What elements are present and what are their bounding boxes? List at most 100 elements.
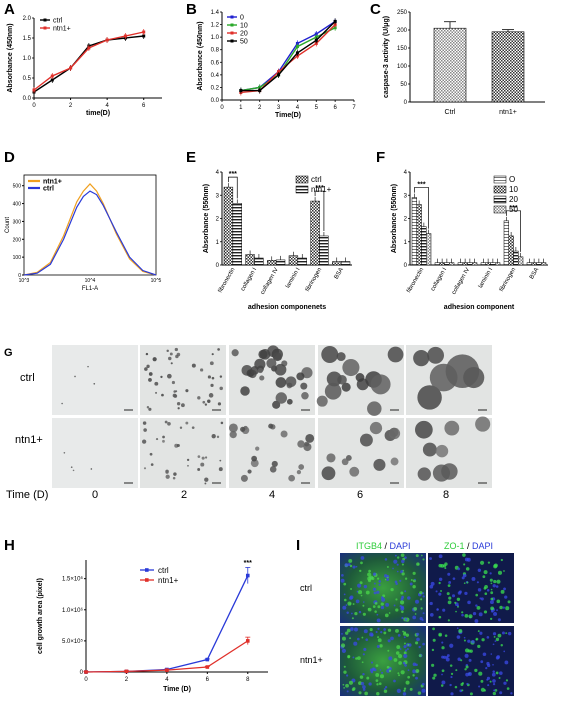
e-legend-swatch <box>295 175 309 184</box>
i-stain-dot <box>480 679 484 683</box>
i-stain-dot <box>466 682 469 686</box>
i-stain-dot <box>377 605 381 609</box>
d-legend-label: ntn1+ <box>43 179 62 186</box>
i-stain-dot <box>362 672 365 676</box>
a-x-tick-label: 2 <box>69 103 73 109</box>
i-stain-dot <box>493 564 498 569</box>
b-data-point <box>295 41 299 45</box>
g-cell-cluster <box>166 349 169 353</box>
h-data-point <box>205 665 210 669</box>
h-y-tick-label: 1.5×10⁶ <box>62 576 84 583</box>
i-stain-dot <box>348 680 353 685</box>
a-y-axis-label: Absorbance (450nm) <box>7 23 14 92</box>
g-cell-cluster <box>370 374 391 395</box>
g-cell-cluster <box>63 451 66 454</box>
i-col1-header: ITGB4 / DAPI <box>356 541 411 551</box>
i-stain-dot <box>474 668 478 673</box>
g-cell-cluster <box>390 457 399 466</box>
e-legend-swatch <box>295 185 309 194</box>
i-row-label-ntn1: ntn1+ <box>300 655 323 665</box>
i-stain-dot <box>477 630 480 632</box>
e-bar-1-0 <box>245 254 255 266</box>
i-stain-dot <box>386 578 390 581</box>
g-cell-cluster <box>321 345 339 363</box>
b-y-tick-label: 0.0 <box>211 98 220 104</box>
i-stain-dot <box>399 579 402 582</box>
chart-d: 0 100 200 300 400 500 10^3 10^4 10^5 FL1-A Count nt… <box>5 174 162 292</box>
i-stain-dot <box>354 612 358 616</box>
g-cell-cluster <box>204 403 208 406</box>
h-x-tick-label: 8 <box>246 677 250 683</box>
d-plot-frame <box>23 174 157 276</box>
i-stain-dot <box>343 598 347 602</box>
g-cell-cluster <box>296 469 302 475</box>
i-stain-dot <box>374 610 377 613</box>
i-stain-dot <box>500 643 503 647</box>
i-stain-dot <box>504 660 509 665</box>
i-stain-dot <box>457 657 461 661</box>
i-stain-dot <box>465 665 469 669</box>
g-cell-cluster <box>162 435 165 439</box>
f-y-axis-label: Absorbance (550nm) <box>391 184 398 253</box>
i-stain-dot <box>380 596 384 599</box>
i-stain-dot <box>471 639 475 644</box>
f-x-axis-label: adhesion component <box>444 304 515 311</box>
i-stain-dot <box>402 692 407 696</box>
i-stain-dot <box>402 630 405 633</box>
i-stain-dot <box>504 595 508 599</box>
i-stain-dot <box>415 554 419 558</box>
i-stain-dot <box>492 643 495 646</box>
f-y-tick-label: 2 <box>404 217 408 223</box>
h-legend-marker <box>145 568 149 572</box>
i-stain-dot <box>341 636 346 641</box>
a-data-point <box>50 78 54 82</box>
i-stain-dot <box>367 607 372 612</box>
h-x-tick-label: 4 <box>165 677 169 683</box>
e-y-tick-label: 3 <box>216 193 220 199</box>
e-bar-5-1 <box>340 261 351 266</box>
i-stain-dot <box>385 602 390 607</box>
g-cell-cluster <box>143 428 147 432</box>
f-legend-swatch <box>493 205 507 214</box>
i-stain-dot <box>475 604 478 607</box>
i-stain-dot <box>503 587 506 591</box>
i-stain-dot <box>346 690 349 693</box>
g-micrograph-0-0 <box>52 345 138 415</box>
i-stain-dot <box>498 677 501 679</box>
f-bar-4-1 <box>508 235 514 266</box>
g-cell-cluster <box>211 376 215 380</box>
g-cell-cluster <box>149 452 153 456</box>
f-category-label: fibronectin <box>406 267 425 294</box>
i-stain-dot <box>388 669 392 673</box>
i-stain-dot <box>436 608 439 611</box>
i-stain-dot <box>395 608 399 612</box>
b-x-tick-label: 6 <box>333 105 337 111</box>
g-cell-cluster <box>271 460 278 468</box>
g-cell-cluster <box>342 358 360 377</box>
i-stain-dot <box>370 633 374 637</box>
g-cell-cluster <box>266 358 277 369</box>
a-y-tick-label: 1.5 <box>23 36 32 42</box>
i-stain-dot <box>403 636 406 639</box>
i-stain-dot <box>442 608 446 612</box>
i-stain-dot <box>378 580 382 583</box>
i-stain-dot <box>383 631 387 635</box>
i-stain-dot <box>396 645 401 650</box>
i-stain-dot <box>404 664 407 667</box>
d-series-line-1 <box>23 190 157 276</box>
e-bar-0-0 <box>223 186 234 266</box>
i-stain-dot <box>379 644 383 648</box>
i-stain-dot <box>366 676 370 680</box>
g-cell-cluster <box>427 346 445 364</box>
i-stain-dot <box>507 600 511 604</box>
i-stain-dot <box>433 673 437 677</box>
g-cell-cluster <box>176 402 181 406</box>
i-stain-dot <box>403 653 408 659</box>
g-cell-cluster <box>240 386 250 396</box>
i-stain-dot <box>440 564 445 568</box>
g-cell-cluster <box>336 352 346 362</box>
i-stain-dot <box>505 606 510 611</box>
f-y-tick-label: 0 <box>404 263 408 269</box>
h-data-point <box>245 573 250 578</box>
